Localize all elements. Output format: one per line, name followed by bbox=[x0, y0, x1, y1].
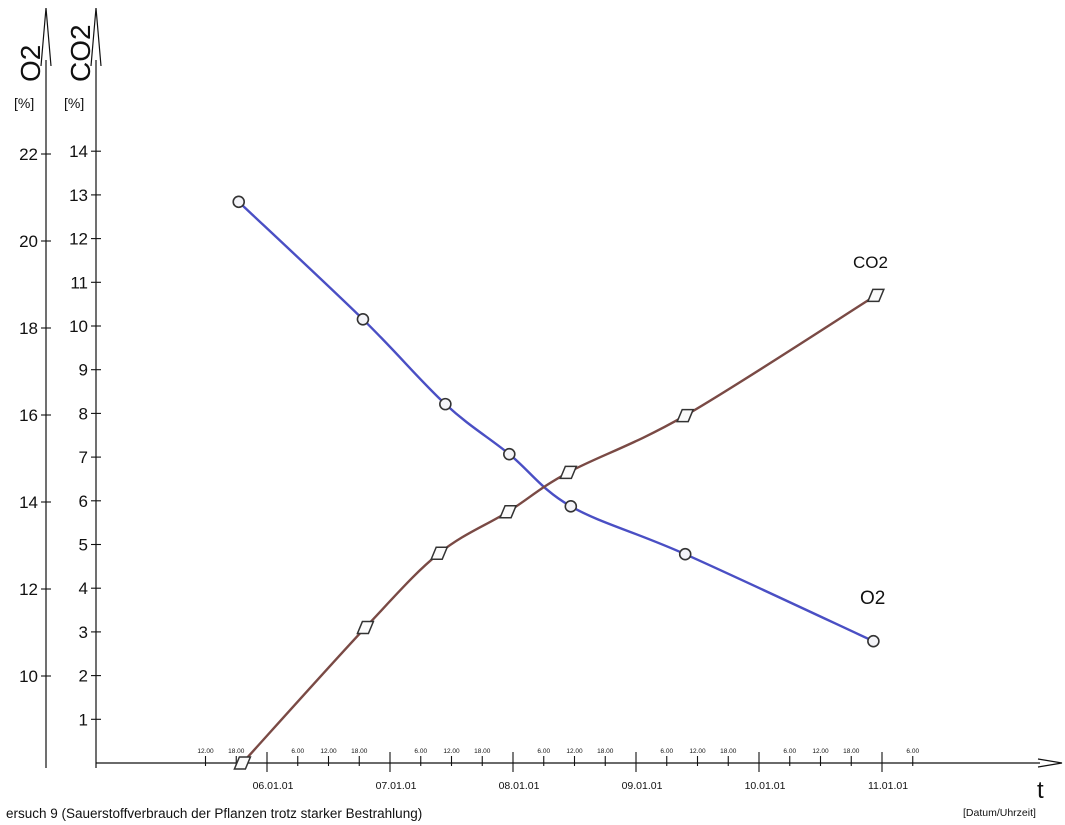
left-axis-unit: [%] bbox=[14, 95, 34, 111]
co2-tick-label: 8 bbox=[79, 404, 88, 423]
x-axis-title: t bbox=[1037, 777, 1044, 804]
co2-tick-label: 2 bbox=[79, 667, 88, 686]
co2-tick-label: 3 bbox=[79, 623, 88, 642]
date-label: 10.01.01 bbox=[745, 780, 786, 792]
labels-group: O2 [%] CO2 [%] t [Datum/Uhrzeit] CO2 O2 bbox=[14, 24, 1044, 819]
co2-data-point bbox=[233, 756, 252, 770]
series-layer bbox=[232, 195, 885, 770]
o2-data-point bbox=[678, 547, 692, 561]
date-label: 08.01.01 bbox=[499, 780, 540, 792]
date-label: 07.01.01 bbox=[376, 780, 417, 792]
o2-tick-label: 16 bbox=[19, 406, 38, 425]
time-tick-label: 18.00 bbox=[351, 748, 368, 755]
time-tick-label: 6.00 bbox=[906, 748, 919, 755]
co2-tick-label: 11 bbox=[70, 273, 88, 292]
co2-tick-label: 12 bbox=[69, 230, 88, 249]
figure-caption: ersuch 9 (Sauerstoffverbrauch der Pflanz… bbox=[6, 806, 423, 821]
x-axis-unit: [Datum/Uhrzeit] bbox=[963, 807, 1036, 819]
series-label-o2: O2 bbox=[860, 588, 885, 609]
co2-tick-label: 9 bbox=[79, 361, 88, 380]
o2-tick-label: 20 bbox=[19, 232, 38, 251]
o2-axis-line-arrow bbox=[40, 7, 52, 67]
date-label: 11.01.01 bbox=[868, 780, 908, 792]
time-tick-label: 6.00 bbox=[783, 748, 796, 755]
time-tick-label: 18.00 bbox=[228, 748, 245, 755]
time-tick-label: 18.00 bbox=[843, 748, 860, 755]
co2-tick-label: 1 bbox=[79, 710, 88, 729]
right-axis-title: CO2 bbox=[65, 24, 96, 82]
co2-data-point bbox=[676, 408, 695, 423]
time-tick-label: 12.00 bbox=[197, 748, 214, 755]
o2-data-point bbox=[439, 397, 452, 411]
co2-data-point bbox=[866, 288, 885, 303]
o2-data-point bbox=[564, 500, 578, 513]
time-tick-label: 6.00 bbox=[291, 748, 304, 755]
co2-tick-label: 6 bbox=[79, 492, 88, 511]
co2-data-point bbox=[430, 546, 449, 560]
date-label: 06.01.01 bbox=[253, 780, 294, 792]
co2-data-point bbox=[356, 620, 375, 635]
time-tick-label: 18.00 bbox=[597, 748, 614, 755]
co2-data-point bbox=[498, 504, 518, 519]
left-axis-title: O2 bbox=[15, 45, 46, 82]
co2-tick-label: 13 bbox=[69, 186, 88, 205]
o2-tick-label: 12 bbox=[19, 580, 38, 599]
x-axis-arrow bbox=[1037, 758, 1063, 768]
o2-data-point bbox=[356, 312, 370, 326]
co2-tick-label: 10 bbox=[69, 317, 88, 336]
o2-tick-label: 18 bbox=[19, 319, 38, 338]
co2-axis-line-arrow bbox=[90, 7, 102, 67]
time-tick-label: 12.00 bbox=[812, 748, 829, 755]
series-label-co2: CO2 bbox=[853, 253, 888, 272]
time-tick-label: 12.00 bbox=[566, 748, 583, 755]
o2-tick-label: 14 bbox=[19, 493, 38, 512]
date-label: 09.01.01 bbox=[622, 780, 663, 792]
o2-data-point bbox=[867, 634, 880, 648]
o2-tick-label: 10 bbox=[19, 667, 38, 686]
o2-data-point bbox=[503, 447, 516, 461]
o2-data-point bbox=[232, 195, 246, 209]
co2-series-line bbox=[241, 294, 878, 765]
time-tick-label: 6.00 bbox=[537, 748, 550, 755]
time-tick-label: 12.00 bbox=[689, 748, 706, 755]
right-axis-unit: [%] bbox=[64, 95, 84, 111]
o2-series-line bbox=[237, 200, 875, 643]
time-tick-label: 12.00 bbox=[443, 748, 460, 755]
co2-tick-label: 7 bbox=[79, 448, 88, 467]
co2-tick-label: 4 bbox=[79, 579, 88, 598]
co2-tick-label: 14 bbox=[69, 142, 88, 161]
co2-tick-label: 5 bbox=[79, 536, 88, 555]
time-tick-label: 12.00 bbox=[320, 748, 337, 755]
o2-tick-label: 22 bbox=[19, 145, 38, 164]
time-tick-label: 18.00 bbox=[720, 748, 737, 755]
time-tick-label: 6.00 bbox=[414, 748, 427, 755]
co2-data-point bbox=[559, 465, 578, 480]
time-tick-label: 6.00 bbox=[660, 748, 673, 755]
time-tick-label: 18.00 bbox=[474, 748, 491, 755]
